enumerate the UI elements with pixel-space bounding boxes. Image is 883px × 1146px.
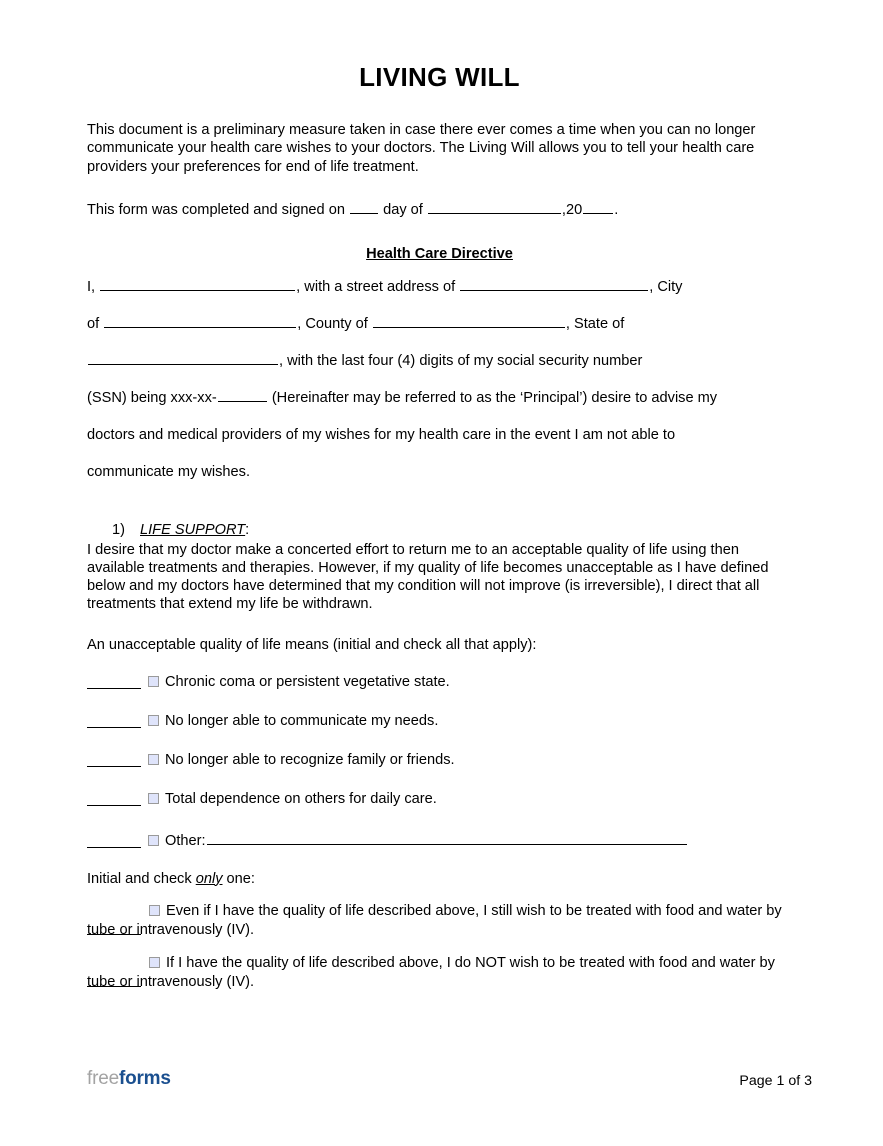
choice-text[interactable]: If I have the quality of life described …: [87, 954, 792, 992]
checkbox-icon[interactable]: [148, 753, 159, 765]
only-one-lead-prefix: Initial and check: [87, 870, 196, 887]
ssn-lead-label: , with the last four (4) digits of my so…: [279, 352, 643, 369]
state-field[interactable]: [88, 332, 278, 365]
initial-field[interactable]: [87, 734, 141, 767]
option-checkbox-row[interactable]: Total dependence on others for daily car…: [148, 790, 437, 808]
option-checkbox-row[interactable]: Chronic coma or persistent vegetative st…: [148, 673, 450, 691]
initial-field[interactable]: [87, 954, 141, 987]
initial-field[interactable]: [87, 773, 141, 806]
signed-on-mid: day of: [383, 201, 423, 218]
life-support-body: I desire that my doctor make a concerted…: [87, 541, 769, 613]
document-body: LIVING WILL This document is a prelimina…: [87, 0, 792, 992]
option-checkbox-row[interactable]: No longer able to communicate my needs.: [148, 712, 438, 730]
city-field[interactable]: [104, 295, 297, 328]
only-one-lead-suffix: one:: [222, 870, 255, 887]
directive-continuation-line-2: communicate my wishes.: [87, 463, 251, 480]
principal-name-field[interactable]: [100, 258, 296, 291]
principal-definition-text: (Hereinafter may be referred to as the ‘…: [271, 389, 718, 406]
day-field[interactable]: [350, 182, 379, 214]
ssn-last-four-field[interactable]: [217, 369, 267, 402]
choice-block-treat: Even if I have the quality of life descr…: [87, 888, 792, 940]
unacceptable-quality-options: Chronic coma or persistent vegetative st…: [87, 656, 792, 854]
unacceptable-quality-lead: An unacceptable quality of life means (i…: [87, 636, 537, 653]
city-label-tail: , City: [649, 278, 683, 295]
life-support-title: LIFE SUPPORT: [140, 521, 246, 538]
initial-field[interactable]: [87, 903, 141, 936]
option-checkbox-row[interactable]: No longer able to recognize family or fr…: [148, 751, 455, 769]
option-label: No longer able to recognize family or fr…: [165, 751, 455, 768]
initial-field[interactable]: [87, 695, 141, 728]
month-field[interactable]: [427, 182, 561, 214]
section-heading-health-care-directive: Health Care Directive: [366, 245, 513, 262]
page-number: Page 1 of 3: [739, 1073, 812, 1089]
life-support-colon: :: [245, 521, 250, 538]
option-label: Chronic coma or persistent vegetative st…: [165, 673, 450, 690]
page-title: LIVING WILL: [359, 62, 520, 92]
county-field[interactable]: [372, 295, 565, 328]
state-label: , State of: [565, 315, 625, 332]
choice-text[interactable]: Even if I have the quality of life descr…: [87, 902, 792, 940]
life-support-heading: 1) LIFE SUPPORT:: [87, 491, 792, 540]
signed-on-line: This form was completed and signed on da…: [87, 177, 792, 220]
initial-field[interactable]: [87, 656, 141, 689]
list-item: No longer able to recognize family or fr…: [87, 734, 792, 773]
only-one-lead: Initial and check only one:: [87, 854, 792, 889]
directive-continuation-line-1: doctors and medical providers of my wish…: [87, 426, 676, 443]
checkbox-icon[interactable]: [148, 792, 159, 804]
logo-text-free: free: [87, 1068, 119, 1089]
other-text-field[interactable]: [206, 812, 687, 845]
other-label: Other:: [165, 832, 206, 849]
list-item: Chronic coma or persistent vegetative st…: [87, 656, 792, 695]
year-field[interactable]: [583, 182, 614, 214]
checkbox-icon[interactable]: [149, 956, 160, 968]
choice-label: Even if I have the quality of life descr…: [87, 903, 782, 939]
checkbox-icon[interactable]: [148, 834, 159, 846]
street-address-field[interactable]: [460, 258, 649, 291]
checkbox-icon[interactable]: [149, 905, 160, 917]
signed-on-suffix: .: [614, 201, 619, 218]
option-label: Total dependence on others for daily car…: [165, 790, 437, 807]
logo-text-forms: forms: [118, 1068, 171, 1089]
choice-label: If I have the quality of life described …: [87, 954, 775, 990]
ssn-prefix-label: (SSN) being xxx-xx-: [87, 389, 217, 406]
county-label: , County of: [297, 315, 368, 332]
signed-on-prefix: This form was completed and signed on: [87, 201, 345, 218]
principal-identification-block: I, , with a street address of , City of …: [87, 258, 792, 417]
only-one-emphasis: only: [195, 870, 223, 887]
list-item: Total dependence on others for daily car…: [87, 773, 792, 812]
page-footer: freeforms Page 1 of 3: [0, 1054, 883, 1146]
list-item-other: Other:: [87, 812, 792, 854]
initial-field[interactable]: [87, 815, 141, 848]
year-prefix: ,20: [561, 201, 583, 218]
other-checkbox-row[interactable]: Other:: [148, 812, 688, 850]
i-label: I,: [87, 278, 96, 295]
checkbox-icon[interactable]: [148, 714, 159, 726]
intro-paragraph: This document is a preliminary measure t…: [87, 121, 756, 176]
choice-block-do-not-treat: If I have the quality of life described …: [87, 940, 792, 992]
checkbox-icon[interactable]: [148, 675, 159, 687]
list-item: No longer able to communicate my needs.: [87, 695, 792, 734]
freeforms-logo[interactable]: freeforms: [87, 1068, 171, 1090]
life-support-number: 1): [112, 521, 125, 538]
street-address-label: , with a street address of: [296, 278, 456, 295]
option-label: No longer able to communicate my needs.: [165, 712, 439, 729]
city-of-label: of: [87, 315, 100, 332]
